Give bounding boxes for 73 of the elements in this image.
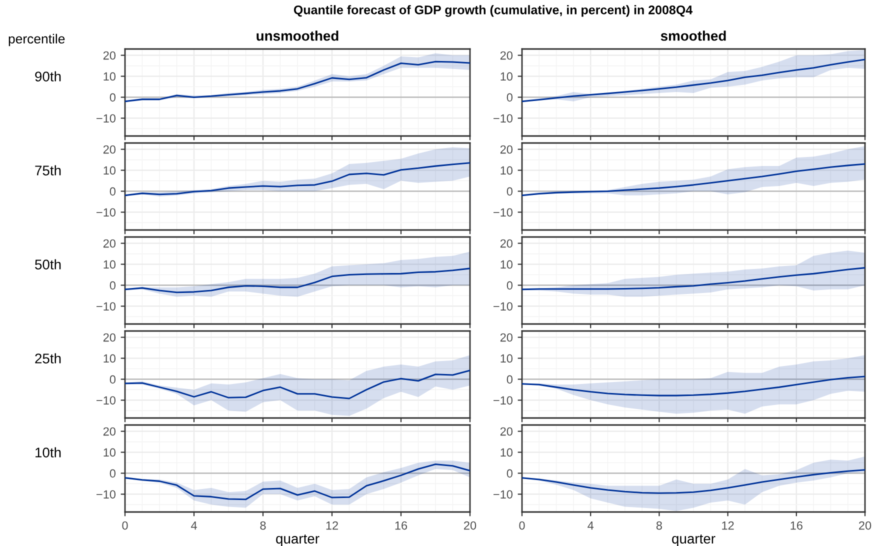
y-axis-title: 50th bbox=[35, 259, 61, 270]
y-tick-label: 0 bbox=[506, 281, 513, 290]
line-series bbox=[125, 370, 470, 400]
y-tick-label: −10 bbox=[96, 302, 116, 311]
y-tick-label: 0 bbox=[110, 281, 116, 290]
y-tick-label: 20 bbox=[500, 333, 513, 342]
x-tick-label: 12 bbox=[326, 521, 338, 530]
y-tick-label: 0 bbox=[110, 469, 116, 478]
y-tick-label: 10 bbox=[104, 354, 116, 363]
line-series bbox=[125, 60, 470, 102]
y-tick-label: 20 bbox=[500, 145, 513, 154]
chart-subtitle: unsmoothed bbox=[256, 30, 338, 41]
y-tick-label: 10 bbox=[500, 260, 513, 269]
y-tick-label: 20 bbox=[103, 333, 116, 342]
y-tick-label: −10 bbox=[96, 208, 116, 217]
y-axis-title: 90th bbox=[35, 71, 61, 82]
x-tick-label: 16 bbox=[395, 521, 408, 530]
y-tick-label: 0 bbox=[506, 375, 513, 384]
y-tick-label: 0 bbox=[110, 375, 116, 384]
x-tick-label: 4 bbox=[588, 521, 594, 530]
y-tick-label: −10 bbox=[96, 114, 116, 123]
x-axis-title: quarter bbox=[672, 534, 716, 546]
y-tick-label: −10 bbox=[494, 302, 513, 311]
line-series bbox=[522, 58, 865, 102]
y-tick-label: 10 bbox=[104, 260, 116, 269]
x-tick-label: 20 bbox=[464, 521, 476, 530]
line-series bbox=[522, 469, 865, 494]
x-tick-label: 20 bbox=[859, 521, 872, 530]
chart-title: Quantile forecast of GDP growth (cumulative, in percent) in 2008Q4 bbox=[294, 5, 693, 17]
chart-subtitle: smoothed bbox=[660, 30, 726, 41]
y-tick-label: −10 bbox=[96, 490, 116, 499]
y-tick-label: 10 bbox=[500, 72, 513, 81]
y-tick-label: 20 bbox=[103, 427, 116, 436]
y-tick-label: 10 bbox=[104, 166, 116, 175]
line-series bbox=[125, 162, 470, 196]
y-tick-label: 10 bbox=[500, 448, 513, 457]
y-tick-label: 20 bbox=[103, 239, 116, 248]
x-tick-label: 16 bbox=[790, 521, 802, 530]
line-series bbox=[125, 463, 470, 500]
y-tick-label: 10 bbox=[104, 448, 116, 457]
y-tick-label: 0 bbox=[110, 187, 116, 196]
y-tick-label: −10 bbox=[494, 396, 513, 405]
y-tick-label: 0 bbox=[110, 93, 116, 102]
y-tick-label: 10 bbox=[104, 72, 116, 81]
y-tick-label: 20 bbox=[500, 51, 513, 60]
y-axis-title: 75th bbox=[35, 165, 61, 176]
y-tick-label: 10 bbox=[500, 354, 513, 363]
x-tick-label: 8 bbox=[656, 521, 662, 530]
y-tick-label: 0 bbox=[506, 469, 513, 478]
y-tick-label: −10 bbox=[494, 490, 513, 499]
line-series bbox=[522, 163, 865, 196]
x-tick-label: 12 bbox=[722, 521, 734, 530]
x-tick-label: 4 bbox=[190, 521, 197, 530]
x-axis-title: quarter bbox=[276, 534, 320, 546]
y-tick-label: 10 bbox=[500, 166, 513, 175]
x-tick-label: 0 bbox=[519, 521, 525, 530]
y-tick-label: 20 bbox=[103, 145, 116, 154]
y-axis-title: 25th bbox=[35, 353, 61, 364]
y-tick-label: 20 bbox=[500, 427, 513, 436]
y-tick-label: −10 bbox=[494, 208, 513, 217]
x-tick-label: 8 bbox=[260, 521, 266, 530]
x-tick-label: 0 bbox=[122, 521, 128, 530]
y-axis-title: 10th bbox=[36, 447, 61, 458]
text: percentile bbox=[8, 34, 65, 46]
y-tick-label: 20 bbox=[500, 239, 513, 248]
line-series bbox=[522, 267, 865, 290]
line-series bbox=[125, 268, 470, 294]
line-series bbox=[522, 376, 865, 396]
y-tick-label: −10 bbox=[96, 396, 116, 405]
y-tick-label: 20 bbox=[103, 51, 116, 60]
y-tick-label: −10 bbox=[494, 114, 513, 123]
y-tick-label: 0 bbox=[506, 93, 513, 102]
y-tick-label: 0 bbox=[506, 187, 513, 196]
